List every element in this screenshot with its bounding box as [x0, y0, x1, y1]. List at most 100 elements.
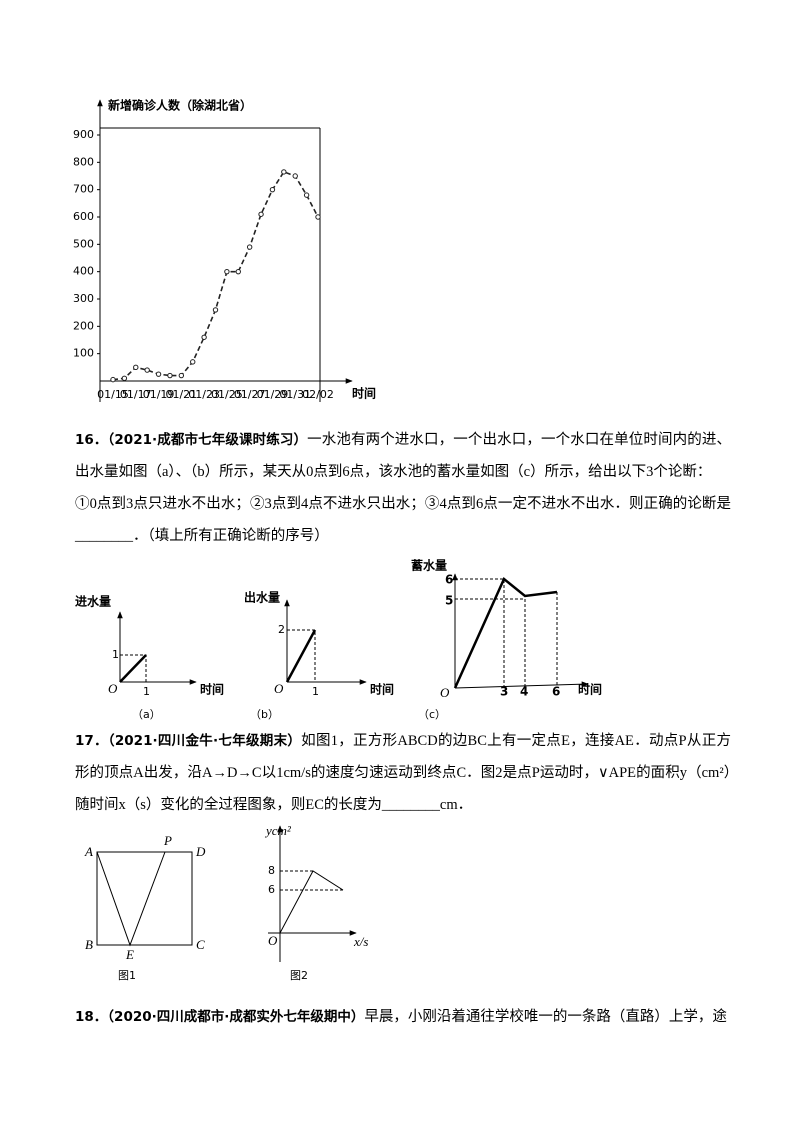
caption: （a）: [132, 708, 161, 721]
data-point: [133, 364, 139, 371]
y-tick-label: 800: [73, 155, 94, 168]
data-point: [224, 268, 230, 275]
point-label: D: [195, 844, 206, 859]
origin: O: [274, 681, 284, 696]
x-tick-label: 01/25: [211, 388, 243, 401]
question-source: （2020·四川成都市·成都实外七年级期中）: [107, 1009, 365, 1025]
y-tick-label: 200: [73, 319, 94, 332]
figure-b: [284, 599, 367, 685]
y-label: 出水量: [244, 590, 280, 605]
tick: 1: [312, 685, 319, 698]
data-point: [201, 334, 207, 340]
x-axis-label: 时间: [352, 386, 376, 401]
x-tick-label: 01/29: [257, 388, 289, 401]
figure-a: [117, 611, 197, 685]
origin: O: [268, 933, 278, 948]
data-point: [258, 211, 264, 217]
data-point: [167, 372, 173, 379]
question-number: 18．: [75, 1009, 108, 1025]
y-axis-label: 新增确诊人数（除湖北省）: [108, 98, 252, 113]
x-tick-label: 01/19: [143, 388, 175, 401]
question-17: 17．（2021·四川金牛·七年级期末）如图1，正方形ABCD的边BC上有一定点…: [75, 725, 731, 821]
guide: [120, 654, 147, 682]
data-point: [178, 372, 185, 379]
square: [96, 851, 193, 946]
tick: 6: [552, 685, 560, 699]
data-point: [190, 359, 196, 365]
caption: （c）: [418, 708, 446, 721]
x-tick-label: 02/02: [302, 388, 334, 401]
question-18: 18．（2020·四川成都市·成都实外七年级期中）早晨，小刚沿着通往学校唯一的一…: [75, 1001, 731, 1033]
question-text: 一水池有两个进水口，一个出水口，一个水口在单位时间内的进、出水量如图（a）、（b…: [75, 432, 731, 480]
data-point: [246, 244, 253, 250]
y-tick-label: 900: [73, 128, 94, 141]
tick: 1: [143, 685, 150, 698]
statements: ①0点到3点只进水不出水；②3点到4点不进水只出水；③4点到6点一定不进水不出水…: [75, 496, 731, 544]
data-point: [235, 268, 241, 275]
point-label: E: [125, 947, 134, 962]
question-source: （2021·成都市七年级课时练习）: [107, 432, 308, 448]
question-text: 如图1，正方形ABCD的边BC上有一定点E，连接AE．动点P从正方形的顶点A出发…: [75, 733, 731, 813]
caption: （b）: [250, 708, 279, 721]
y-label: 蓄水量: [411, 558, 447, 573]
axis: [454, 681, 589, 689]
x-label: 时间: [578, 682, 602, 697]
graph-line: [453, 577, 558, 689]
guide: [287, 629, 316, 682]
tick: 4: [520, 685, 528, 699]
figure-2: [268, 825, 357, 962]
question-number: 17．: [75, 733, 108, 749]
point-label: A: [84, 844, 93, 859]
figure-c: [452, 573, 589, 689]
question-text: 早晨，小刚沿着通往学校唯一的一条路（直路）上学，途: [364, 1009, 727, 1025]
data-point: [269, 186, 276, 193]
tick: 8: [268, 864, 275, 877]
data-point: [121, 375, 128, 381]
data-point: [144, 367, 150, 373]
x-tick-label: 01/21: [165, 388, 197, 401]
graph-line: [285, 629, 317, 683]
x-tick-label: 01/17: [120, 388, 152, 401]
data-point: [155, 371, 162, 377]
x-tick-label: 01/31: [279, 388, 311, 401]
tick: 1: [112, 648, 119, 661]
tick: 3: [500, 685, 508, 699]
x-tick-label: 01/23: [188, 388, 220, 401]
line-chart: 新增确诊人数（除湖北省） 时间 100 200 300 400 500 600 700 800…: [73, 98, 376, 402]
data-point: [315, 214, 321, 220]
question-number: 16．: [75, 432, 108, 448]
point-label: C: [196, 937, 205, 952]
graph-line: [119, 654, 147, 683]
y-label: 进水量: [75, 594, 111, 609]
point-label: P: [163, 833, 172, 848]
tick: 6: [445, 573, 453, 587]
y-tick-label: 500: [73, 237, 94, 250]
y-tick-label: 100: [73, 347, 94, 360]
data-point: [281, 169, 287, 175]
data-point: [292, 173, 298, 179]
x-label: 时间: [370, 682, 394, 697]
point-label: B: [85, 937, 93, 952]
y-label: ycm²: [264, 823, 292, 838]
origin: O: [108, 681, 118, 696]
x-label: x/s: [353, 934, 368, 949]
caption: 图2: [290, 969, 308, 982]
y-tick-label: 400: [73, 265, 94, 278]
x-tick-label: 01/15: [97, 388, 129, 401]
caption: 图1: [118, 969, 136, 982]
data-point: [110, 376, 116, 383]
question-source: （2021·四川金牛·七年级期末）: [107, 733, 302, 749]
y-tick-label: 700: [73, 183, 94, 196]
tick: 5: [445, 594, 453, 608]
y-tick-label: 600: [73, 210, 94, 223]
guide: [455, 578, 505, 687]
triangle: [96, 851, 166, 947]
data-point: [212, 307, 219, 313]
x-label: 时间: [200, 682, 224, 697]
tick: 2: [278, 623, 285, 636]
guide: [455, 598, 526, 687]
data-line: [112, 170, 319, 381]
graph-line: [279, 870, 344, 934]
question-16: 16．（2021·成都市七年级课时练习）一水池有两个进水口，一个出水口，一个水口…: [75, 424, 731, 552]
